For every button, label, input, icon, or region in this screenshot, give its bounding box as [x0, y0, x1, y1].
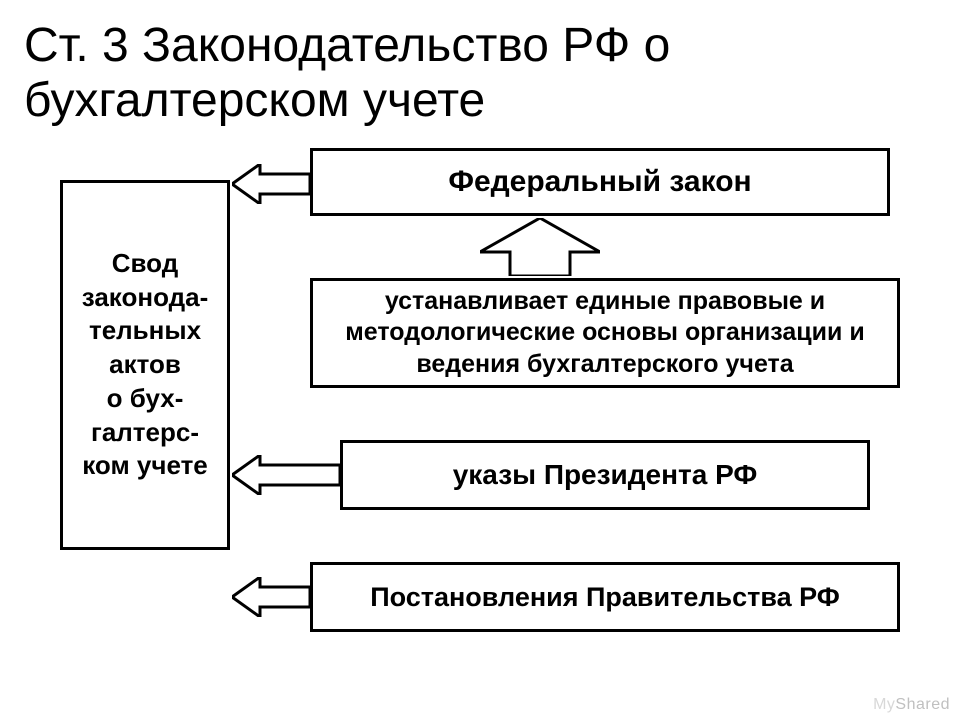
watermark-shared: Shared	[895, 696, 950, 713]
node-president-decrees: указы Президента РФ	[340, 440, 870, 510]
node-establishes: устанавливает единые правовые и методоло…	[310, 278, 900, 388]
page-title: Ст. 3 Законодательство РФ о бухгалтерско…	[24, 18, 924, 128]
arrow-left-icon	[232, 455, 340, 495]
node-government-resolutions: Постановления Правительства РФ	[310, 562, 900, 632]
watermark-my: My	[873, 696, 895, 713]
arrow-left-icon	[232, 164, 310, 204]
arrow-up-icon	[480, 218, 600, 276]
node-left-svod: Свод законо­да- тельных актов о бух- гал…	[60, 180, 230, 550]
node-federal-law: Федеральный закон	[310, 148, 890, 216]
watermark: MyShared	[873, 696, 950, 714]
arrow-left-icon	[232, 577, 310, 617]
